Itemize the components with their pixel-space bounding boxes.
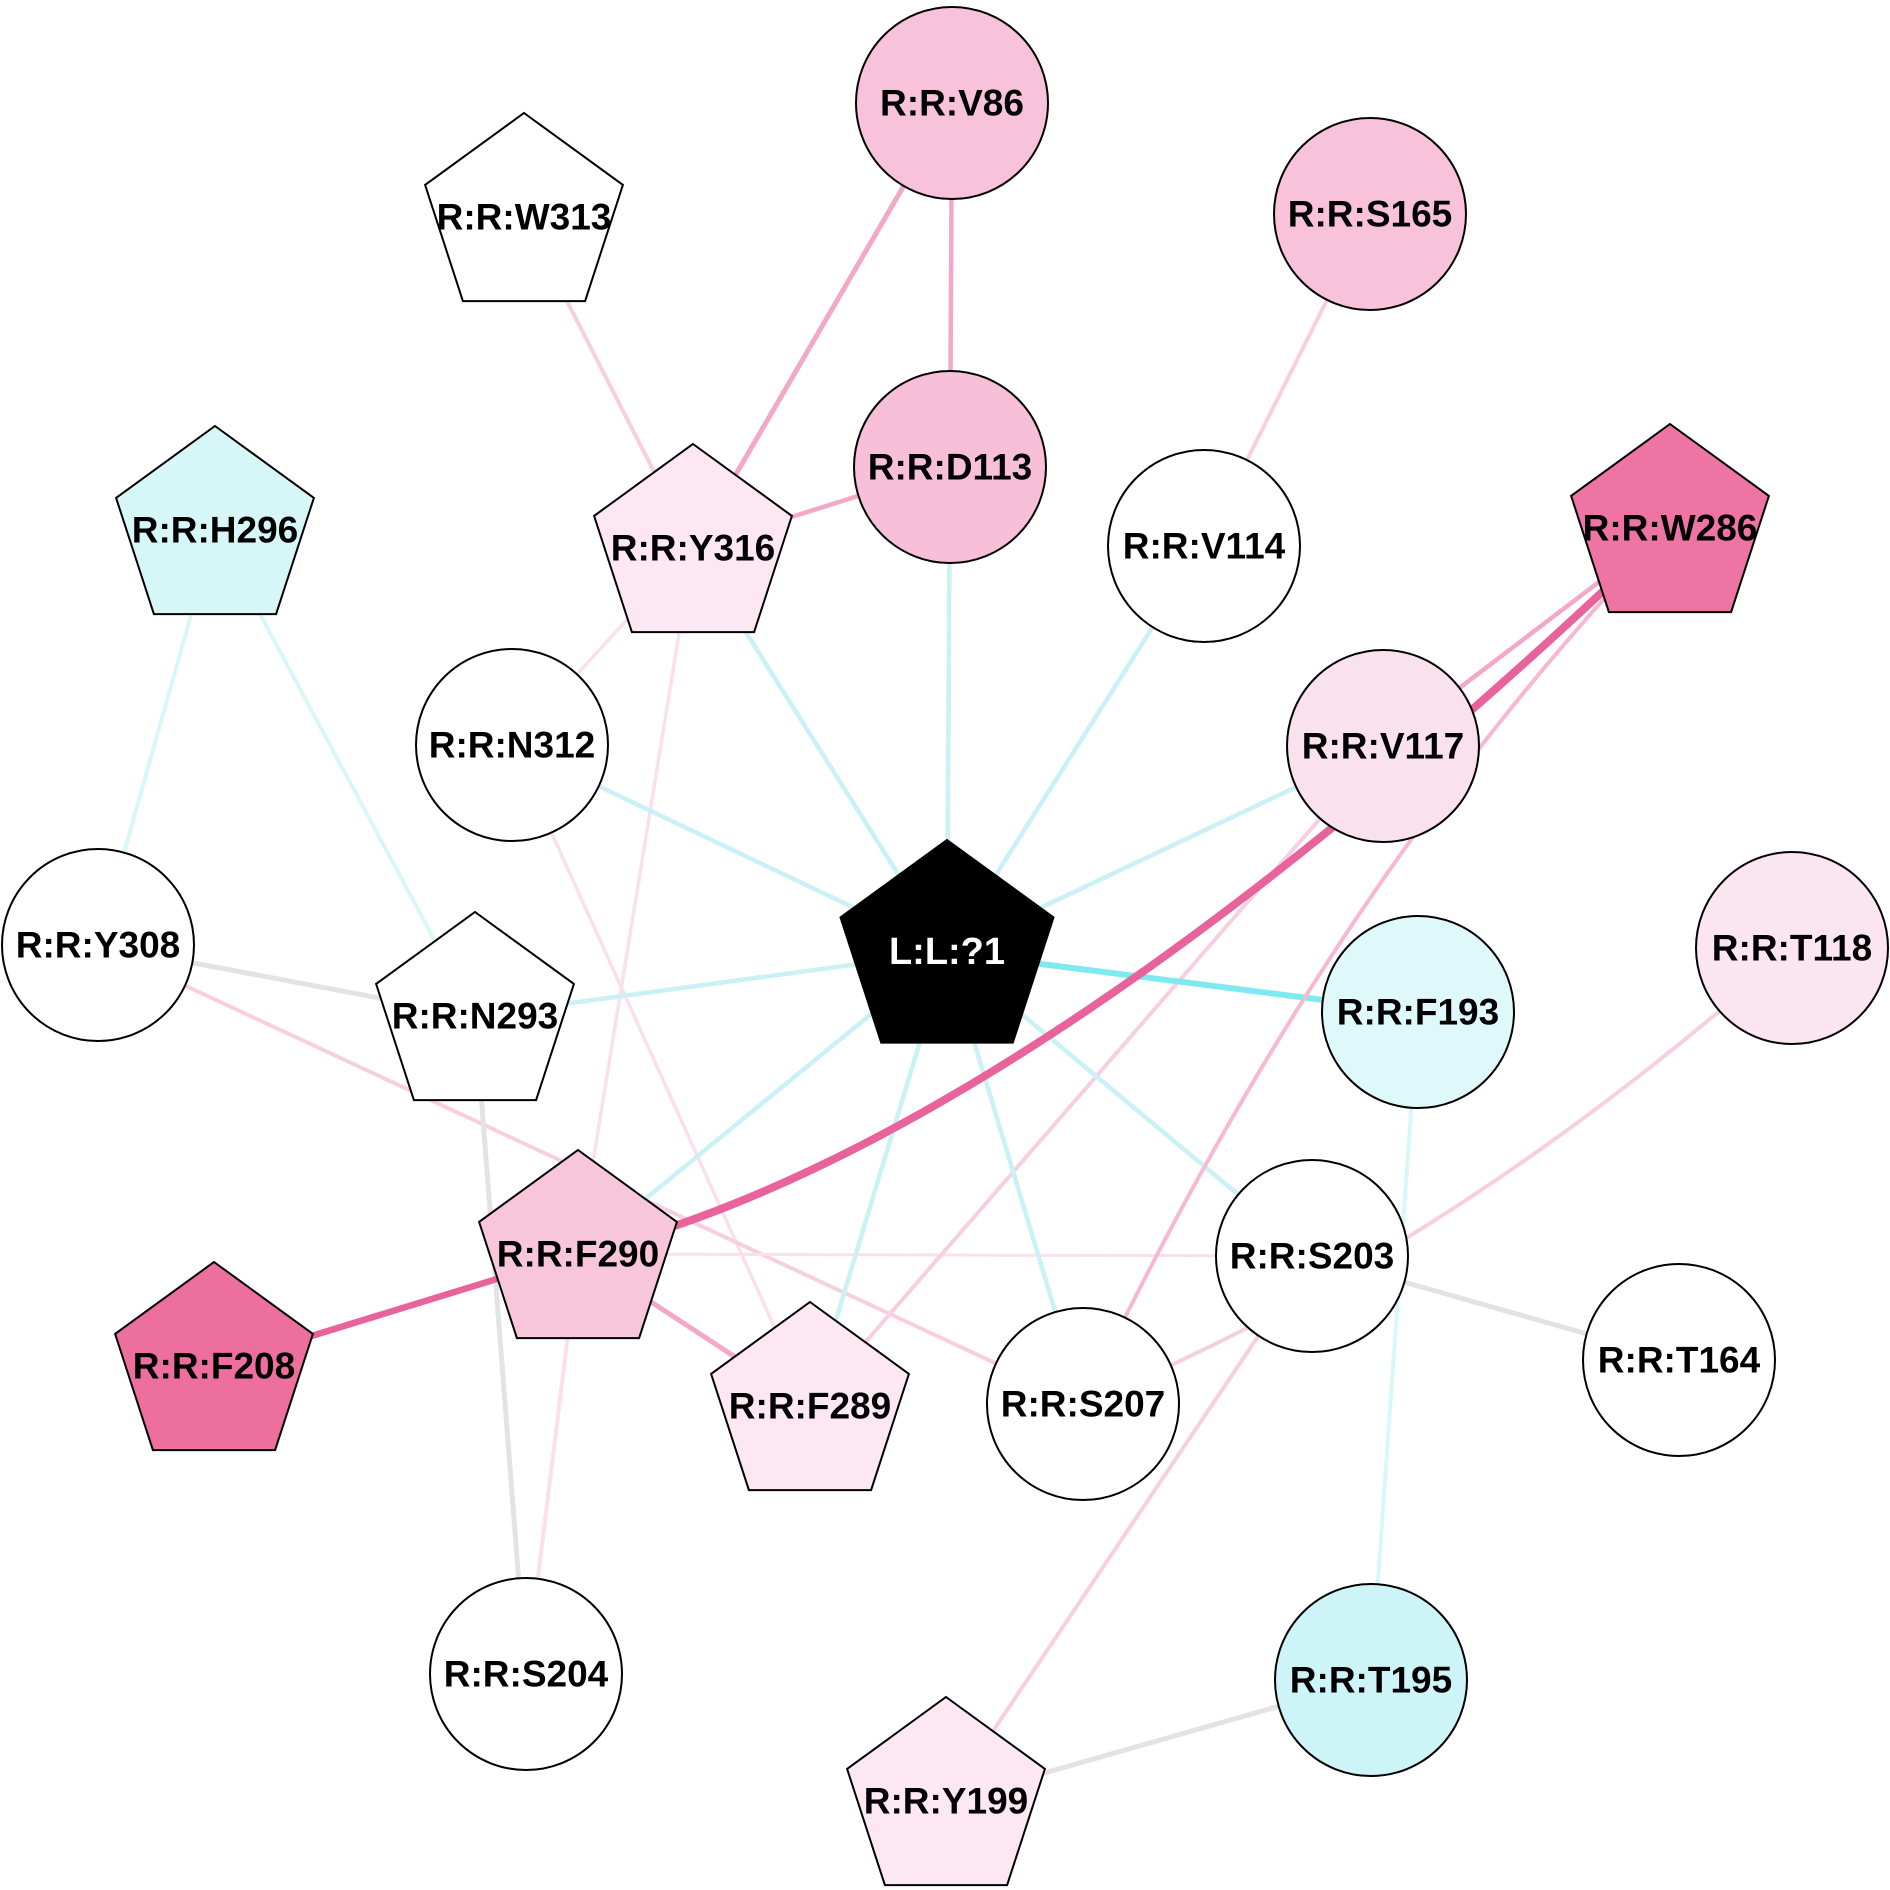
graph-node-r-r-s165[interactable] — [1273, 117, 1467, 311]
graph-node-r-r-f289[interactable] — [709, 1300, 911, 1492]
graph-node-r-r-f193[interactable] — [1321, 915, 1515, 1109]
graph-node-l-l-1[interactable] — [839, 838, 1055, 1044]
graph-edge-r-r-w286--r-r-f290 — [574, 524, 1674, 1258]
graph-node-r-r-v114[interactable] — [1107, 449, 1301, 643]
graph-node-r-r-s204[interactable] — [429, 1577, 623, 1771]
graph-edge-r-r-f193--r-r-t195 — [1369, 1010, 1420, 1682]
graph-node-r-r-n312[interactable] — [415, 648, 609, 842]
graph-node-r-r-f290[interactable] — [477, 1148, 679, 1340]
graph-edge-r-r-f290--r-r-s203 — [576, 1252, 1314, 1258]
graph-node-r-r-v86[interactable] — [855, 6, 1049, 200]
graph-node-r-r-t164[interactable] — [1582, 1263, 1776, 1457]
graph-edge-r-r-t118--r-r-s207 — [1081, 946, 1794, 1406]
nodes-layer — [1, 6, 1889, 1887]
graph-node-r-r-w286[interactable] — [1569, 422, 1771, 614]
graph-node-r-r-y316[interactable] — [592, 442, 794, 634]
graph-node-r-r-t118[interactable] — [1695, 851, 1889, 1045]
graph-node-r-r-y199[interactable] — [845, 1695, 1047, 1887]
graph-node-r-r-f208[interactable] — [113, 1260, 315, 1452]
graph-edge-r-r-y316--r-r-f290 — [576, 546, 695, 1256]
graph-edge-r-r-n312--r-r-f289 — [510, 743, 812, 1408]
graph-node-r-r-t195[interactable] — [1274, 1583, 1468, 1777]
graph-node-r-r-w313[interactable] — [423, 111, 625, 303]
graph-node-r-r-s207[interactable] — [986, 1307, 1180, 1501]
graph-edge-r-r-w286--r-r-s207 — [1081, 526, 1672, 1406]
graph-edge-r-r-s203--r-r-y199 — [944, 1254, 1314, 1803]
graph-node-r-r-v117[interactable] — [1286, 649, 1480, 843]
graph-node-r-r-y308[interactable] — [1, 848, 195, 1042]
graph-node-r-r-n293[interactable] — [374, 910, 576, 1102]
graph-edge-r-r-n293--r-r-s204 — [472, 1013, 529, 1677]
graph-node-r-r-s203[interactable] — [1215, 1159, 1409, 1353]
graph-node-r-r-d113[interactable] — [853, 370, 1047, 564]
graph-node-r-r-h296[interactable] — [114, 424, 316, 616]
